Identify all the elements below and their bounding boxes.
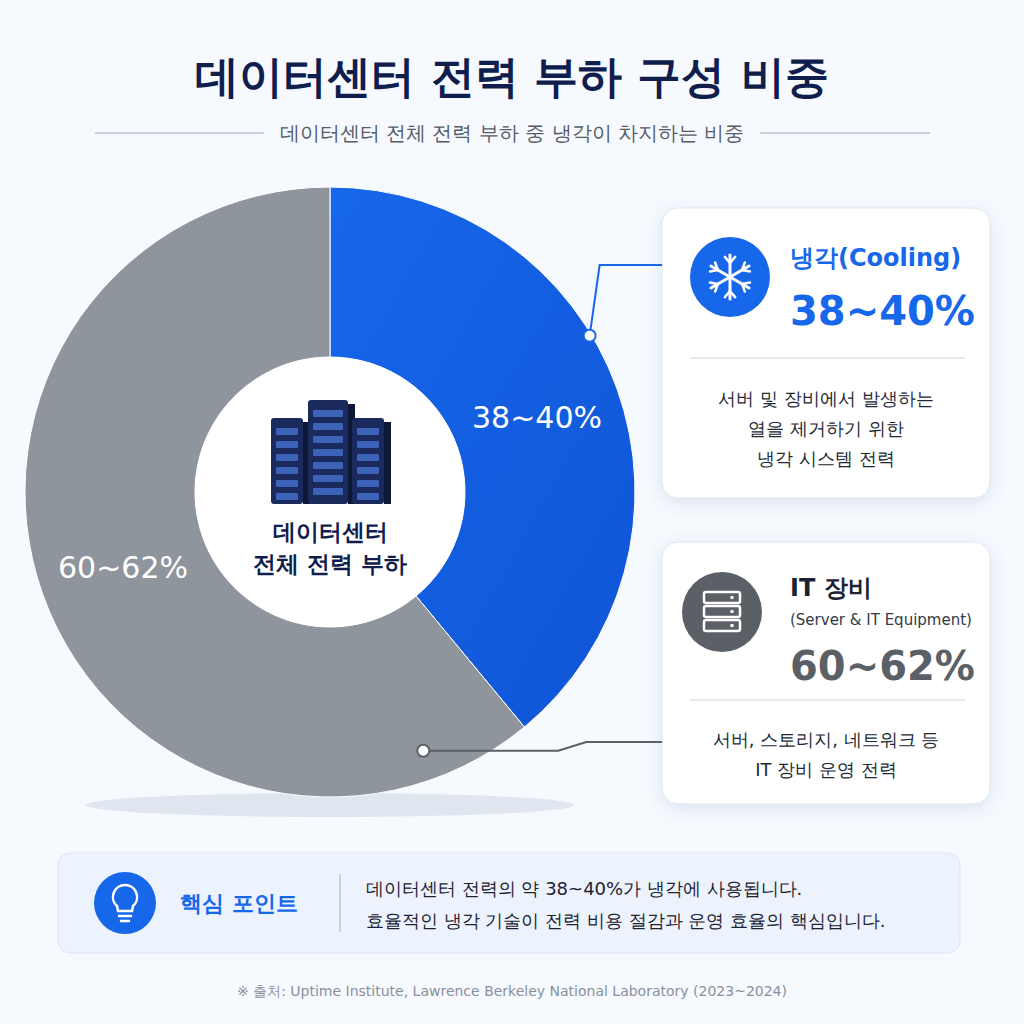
bulb-base bbox=[121, 920, 129, 923]
server-slot bbox=[313, 436, 343, 443]
center-label: 전체 전력 부하 bbox=[253, 551, 407, 577]
server-unit bbox=[704, 592, 740, 603]
legend-title: IT 장비 bbox=[790, 574, 872, 602]
server-slot bbox=[276, 493, 298, 500]
flake-arm bbox=[730, 277, 749, 288]
donut-hole bbox=[195, 357, 465, 627]
flake-branch bbox=[742, 284, 745, 292]
slice-label: 60~62% bbox=[58, 550, 188, 585]
legend-description: IT 장비 운영 전력 bbox=[755, 759, 896, 780]
flake-arm bbox=[711, 277, 730, 288]
legend-card bbox=[662, 208, 990, 498]
canvas: 데이터센터 전력 부하 구성 비중데이터센터 전체 전력 부하 중 냉각이 차지… bbox=[0, 0, 1024, 1024]
server-icon bbox=[271, 400, 391, 504]
key-point-box bbox=[58, 853, 960, 953]
server-slot bbox=[357, 480, 379, 487]
card-icon bbox=[682, 572, 762, 652]
legend-subtitle: (Server & IT Equipment) bbox=[790, 611, 972, 629]
key-point-title: 핵심 포인트 bbox=[180, 891, 298, 916]
server-slot bbox=[357, 441, 379, 448]
card-icon bbox=[690, 237, 770, 317]
bulb-circle bbox=[94, 872, 156, 934]
server-slot bbox=[313, 449, 343, 456]
flake-branch bbox=[730, 257, 735, 263]
card-divider bbox=[690, 357, 965, 359]
server-slot bbox=[357, 467, 379, 474]
snowflake-icon bbox=[710, 255, 750, 299]
server-slot bbox=[313, 462, 343, 469]
flake-branch bbox=[725, 291, 730, 297]
server-led bbox=[730, 596, 734, 600]
server-slot bbox=[313, 410, 343, 417]
server-slot bbox=[313, 488, 343, 495]
subtitle: 데이터센터 전체 전력 부하 중 냉각이 차지하는 비중 bbox=[280, 121, 745, 145]
server-slot bbox=[313, 423, 343, 430]
server-slot bbox=[313, 475, 343, 482]
server-slot bbox=[276, 428, 298, 435]
server-tower bbox=[271, 418, 303, 504]
flake-arm bbox=[711, 266, 730, 277]
leader-dot bbox=[584, 330, 596, 342]
flake-branch bbox=[710, 283, 718, 284]
server-slot bbox=[276, 454, 298, 461]
bulb-base bbox=[119, 915, 131, 918]
server-led bbox=[730, 624, 734, 628]
flake-branch bbox=[715, 262, 718, 270]
server-slot bbox=[276, 441, 298, 448]
key-point-text: 데이터센터 전력의 약 38~40%가 냉각에 사용됩니다. bbox=[366, 878, 802, 899]
server-slot bbox=[357, 454, 379, 461]
server-tower bbox=[352, 418, 384, 504]
legend-description: 열을 제거하기 위한 bbox=[748, 418, 903, 439]
flake-arm bbox=[730, 266, 749, 277]
server-unit bbox=[704, 606, 740, 617]
legend-description: 서버, 스토리지, 네트워크 등 bbox=[713, 729, 940, 750]
server-tower bbox=[308, 400, 348, 504]
server-led bbox=[730, 610, 734, 614]
legend-description: 냉각 시스템 전력 bbox=[757, 448, 894, 469]
subtitle-rule bbox=[95, 133, 264, 134]
legend-value: 60~62% bbox=[790, 643, 975, 689]
bulb bbox=[113, 885, 137, 911]
legend-card bbox=[662, 542, 990, 804]
flake-arm bbox=[729, 255, 732, 277]
subtitle-rule bbox=[760, 133, 930, 134]
legend-description: 서버 및 장비에서 발생하는 bbox=[718, 388, 933, 409]
card-divider bbox=[690, 699, 965, 701]
server-icon bbox=[704, 592, 740, 631]
slice-label: 38~40% bbox=[472, 400, 602, 435]
slice bbox=[25, 187, 524, 797]
server-slot bbox=[357, 428, 379, 435]
server-side bbox=[384, 422, 391, 504]
server-slot bbox=[276, 480, 298, 487]
flake-arm bbox=[729, 277, 732, 299]
leader-line bbox=[590, 265, 662, 336]
server-slot bbox=[357, 493, 379, 500]
leader-line bbox=[423, 742, 662, 751]
flake-branch bbox=[742, 270, 750, 271]
bulb-icon bbox=[113, 885, 137, 921]
leader-dot bbox=[417, 745, 429, 757]
background bbox=[0, 0, 1024, 1024]
source: ※ 출처: Uptime Institute, Lawrence Berkele… bbox=[237, 983, 787, 999]
title: 데이터센터 전력 부하 구성 비중 bbox=[195, 51, 828, 102]
slices bbox=[25, 187, 635, 797]
center-label: 데이터센터 bbox=[273, 519, 388, 545]
key-point-separator bbox=[339, 874, 341, 932]
legend-title: 냉각(Cooling) bbox=[790, 244, 961, 272]
server-slot bbox=[276, 467, 298, 474]
key-point-text: 효율적인 냉각 기술이 전력 비용 절감과 운영 효율의 핵심입니다. bbox=[366, 910, 886, 931]
legend-value: 38~40% bbox=[790, 288, 975, 334]
server-unit bbox=[704, 620, 740, 631]
